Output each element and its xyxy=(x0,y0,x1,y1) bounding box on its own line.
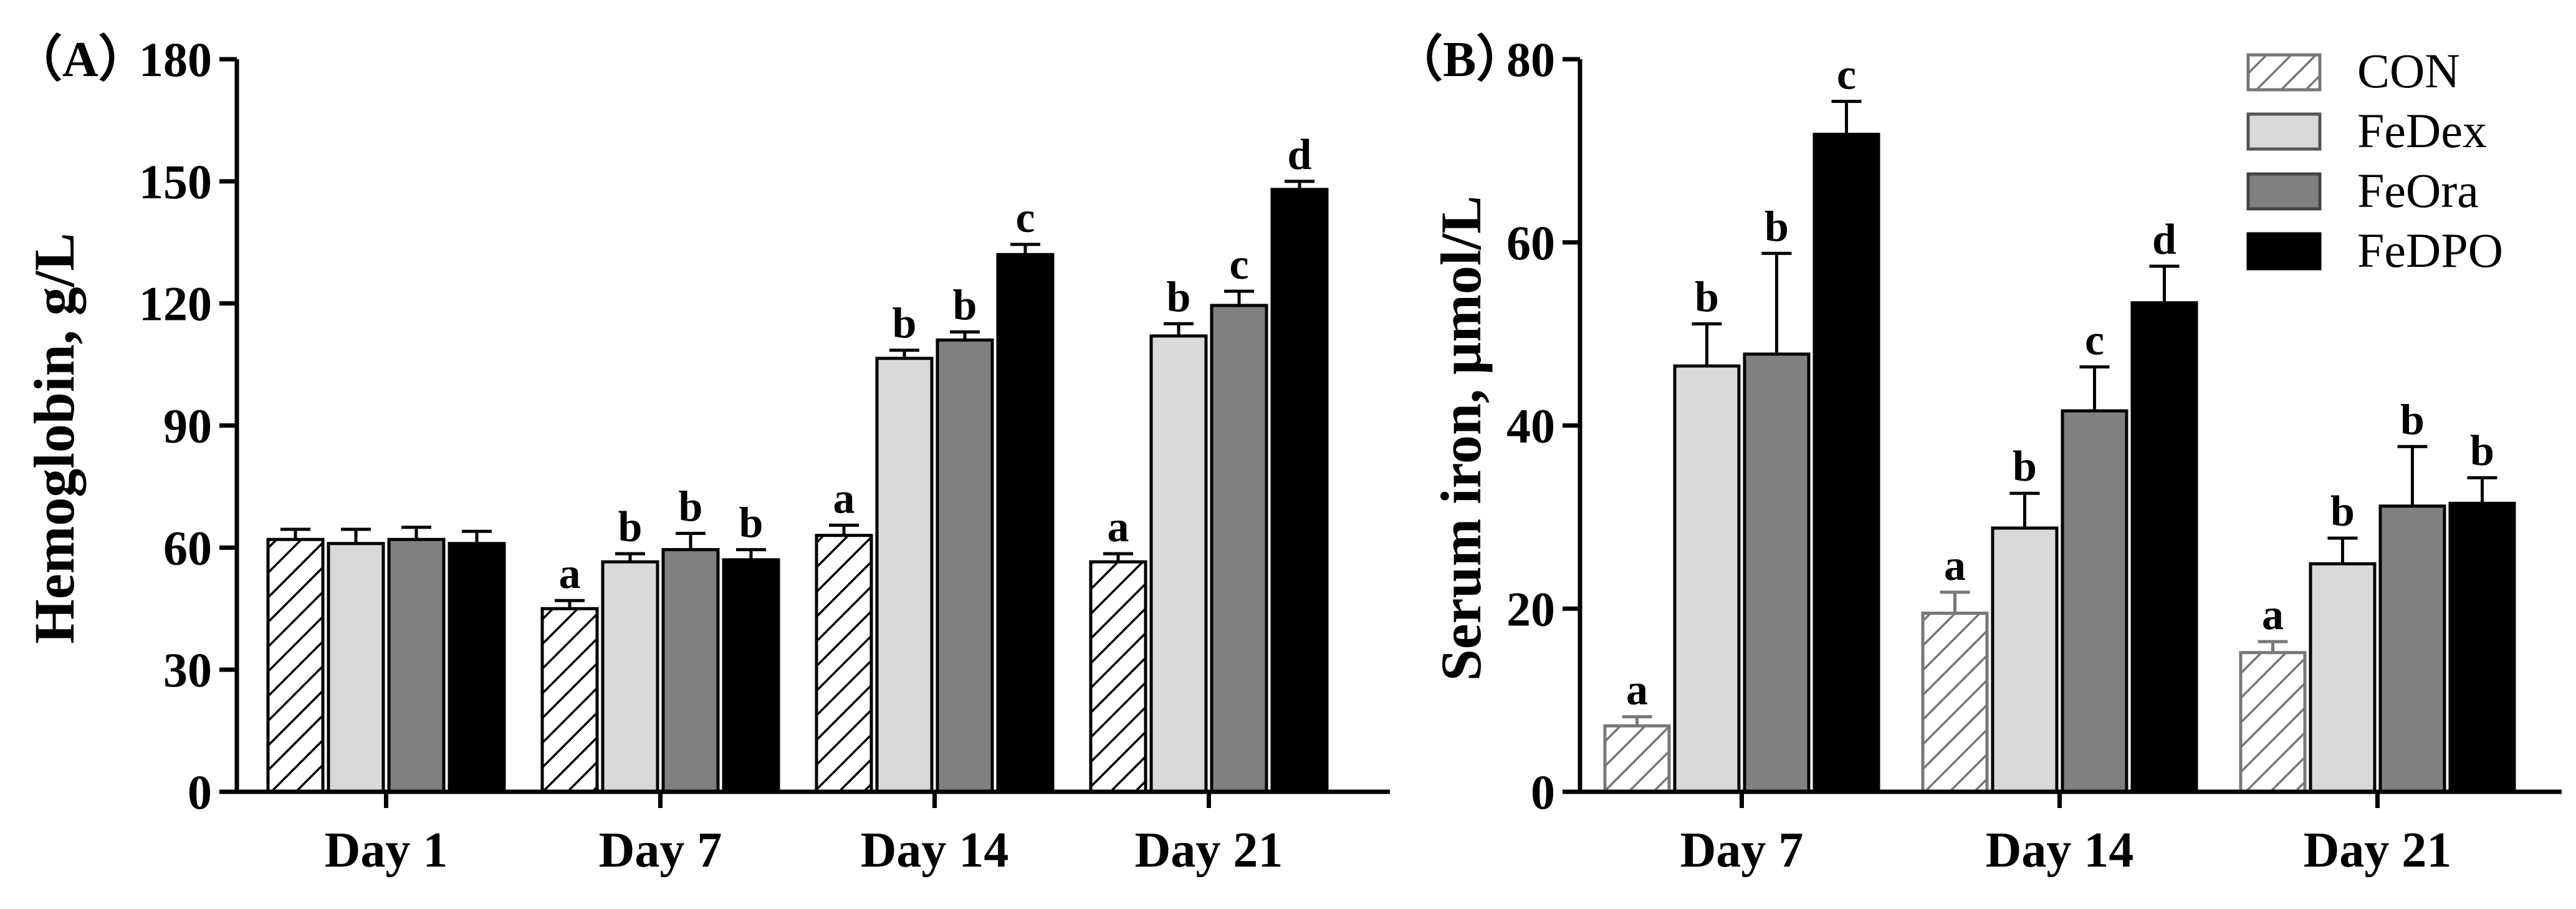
y-tick-label: 20 xyxy=(1506,582,1555,636)
sig-label-fedex-day-14: b xyxy=(893,300,917,348)
bar-fedpo-day-14 xyxy=(996,252,1055,794)
bar-con-day-14 xyxy=(815,534,873,794)
bar-feora-day-1 xyxy=(387,537,446,794)
panel-b-y-ticks: 0 20 40 60 80 xyxy=(1506,32,1580,819)
legend-label-fedex: FeDex xyxy=(2357,103,2487,158)
sig-label-fedpo-day-21: b xyxy=(2470,427,2494,475)
bar-fedpo-day-21 xyxy=(1270,188,1329,794)
legend-item-fedex: FeDex xyxy=(2246,103,2487,158)
panel-a-y-axis-title: Hemoglobin, g/L xyxy=(22,233,86,643)
legend-label-fedpo: FeDPO xyxy=(2357,223,2503,277)
y-tick-label: 0 xyxy=(1531,765,1555,819)
x-tick-label-day-14: Day 14 xyxy=(1986,823,2134,878)
y-tick-label: 90 xyxy=(163,399,212,453)
legend-swatch-feora xyxy=(2246,172,2322,211)
bar-con-day-21 xyxy=(1089,560,1147,794)
legend-item-feora: FeOra xyxy=(2246,163,2479,218)
legend-swatch-fedex xyxy=(2246,112,2322,151)
sig-label-feora-day-14: b xyxy=(953,281,977,329)
panel-a-x-ticks: Day 1 Day 7 Day 14 Day 21 xyxy=(325,792,1283,878)
bar-fedex-day-21 xyxy=(1149,334,1208,794)
sig-label-con-day-7: a xyxy=(559,550,581,598)
bar-con-day-7 xyxy=(540,607,599,794)
bar-fedex-day-14 xyxy=(1991,526,2059,794)
bar-fedpo-day-21 xyxy=(2448,501,2516,794)
sig-label-fedpo-day-14: d xyxy=(2152,216,2176,264)
sig-label-feora-day-14: c xyxy=(2085,317,2104,365)
y-tick-label: 0 xyxy=(188,765,212,819)
y-tick-label: 40 xyxy=(1506,399,1555,453)
bar-feora-day-21 xyxy=(2378,504,2446,794)
sig-label-con-day-14: a xyxy=(1944,542,1966,590)
bar-con-day-7 xyxy=(1603,724,1671,794)
sig-label-fedpo-day-7: b xyxy=(739,499,764,547)
x-tick-label-day-14: Day 14 xyxy=(861,823,1009,878)
sig-label-fedex-day-21: b xyxy=(2330,488,2355,536)
bar-feora-day-14 xyxy=(2061,409,2128,794)
sig-label-feora-day-7: b xyxy=(679,483,703,531)
legend-swatch-fedpo xyxy=(2246,232,2322,271)
bar-con-day-14 xyxy=(1921,612,1989,794)
bar-fedex-day-14 xyxy=(875,357,934,794)
sig-label-con-day-21: a xyxy=(2262,591,2284,639)
bar-fedex-day-7 xyxy=(601,560,659,794)
sig-label-con-day-7: a xyxy=(1626,666,1648,714)
sig-label-fedpo-day-14: c xyxy=(1015,194,1035,242)
y-tick-label: 150 xyxy=(139,155,212,209)
x-tick-label-day-1: Day 1 xyxy=(325,823,448,878)
y-tick-label: 60 xyxy=(1506,216,1555,270)
sig-label-feora-day-7: b xyxy=(1764,203,1789,251)
sig-label-fedex-day-7: b xyxy=(618,503,643,551)
panel-a-label: （A） xyxy=(12,32,148,87)
sig-label-fedex-day-21: b xyxy=(1167,273,1191,321)
bar-fedex-day-7 xyxy=(1673,364,1741,794)
sig-label-con-day-21: a xyxy=(1108,503,1129,551)
bar-con-day-21 xyxy=(2239,651,2307,794)
bar-fedpo-day-7 xyxy=(722,558,780,794)
sig-label-fedex-day-7: b xyxy=(1695,273,1719,321)
panel-b-y-axis-title: Serum iron, μmol/L xyxy=(1429,196,1493,681)
y-tick-label: 30 xyxy=(163,643,212,697)
panel-b-x-ticks: Day 7 Day 14 Day 21 xyxy=(1680,792,2452,878)
y-tick-label: 120 xyxy=(139,277,212,331)
legend-swatch-con xyxy=(2246,53,2322,92)
legend-item-fedpo: FeDPO xyxy=(2246,223,2503,277)
legend: CON FeDex FeOra FeDPO xyxy=(2246,44,2503,277)
legend-item-con: CON xyxy=(2246,44,2460,98)
panel-a-y-ticks: 0 30 60 90 120 150 180 xyxy=(139,32,237,819)
bar-feora-day-14 xyxy=(936,338,994,794)
bar-feora-day-21 xyxy=(1210,304,1268,794)
bar-fedpo-day-1 xyxy=(448,542,506,794)
x-tick-label-day-7: Day 7 xyxy=(1680,823,1804,878)
sig-label-fedex-day-14: b xyxy=(2013,443,2037,491)
bar-feora-day-7 xyxy=(661,548,720,794)
bar-fedpo-day-14 xyxy=(2130,301,2198,794)
bar-con-day-1 xyxy=(266,537,325,794)
sig-label-fedpo-day-21: d xyxy=(1288,131,1312,179)
bar-fedex-day-1 xyxy=(327,542,385,794)
sig-label-feora-day-21: c xyxy=(1229,241,1248,289)
x-tick-label-day-21: Day 21 xyxy=(2304,823,2452,878)
bar-fedpo-day-7 xyxy=(1812,132,1880,794)
sig-label-feora-day-21: b xyxy=(2400,396,2425,444)
panel-b-label: （B） xyxy=(1393,32,1526,87)
y-tick-label: 180 xyxy=(139,32,212,87)
x-tick-label-day-21: Day 21 xyxy=(1135,823,1283,878)
x-tick-label-day-7: Day 7 xyxy=(599,823,722,878)
y-tick-label: 80 xyxy=(1506,32,1555,87)
bar-feora-day-7 xyxy=(1743,352,1811,794)
sig-label-con-day-14: a xyxy=(833,474,855,522)
legend-label-con: CON xyxy=(2357,44,2460,98)
sig-label-fedpo-day-7: c xyxy=(1837,51,1856,99)
legend-label-feora: FeOra xyxy=(2357,163,2479,218)
y-tick-label: 60 xyxy=(163,521,212,575)
bar-fedex-day-21 xyxy=(2309,562,2377,794)
